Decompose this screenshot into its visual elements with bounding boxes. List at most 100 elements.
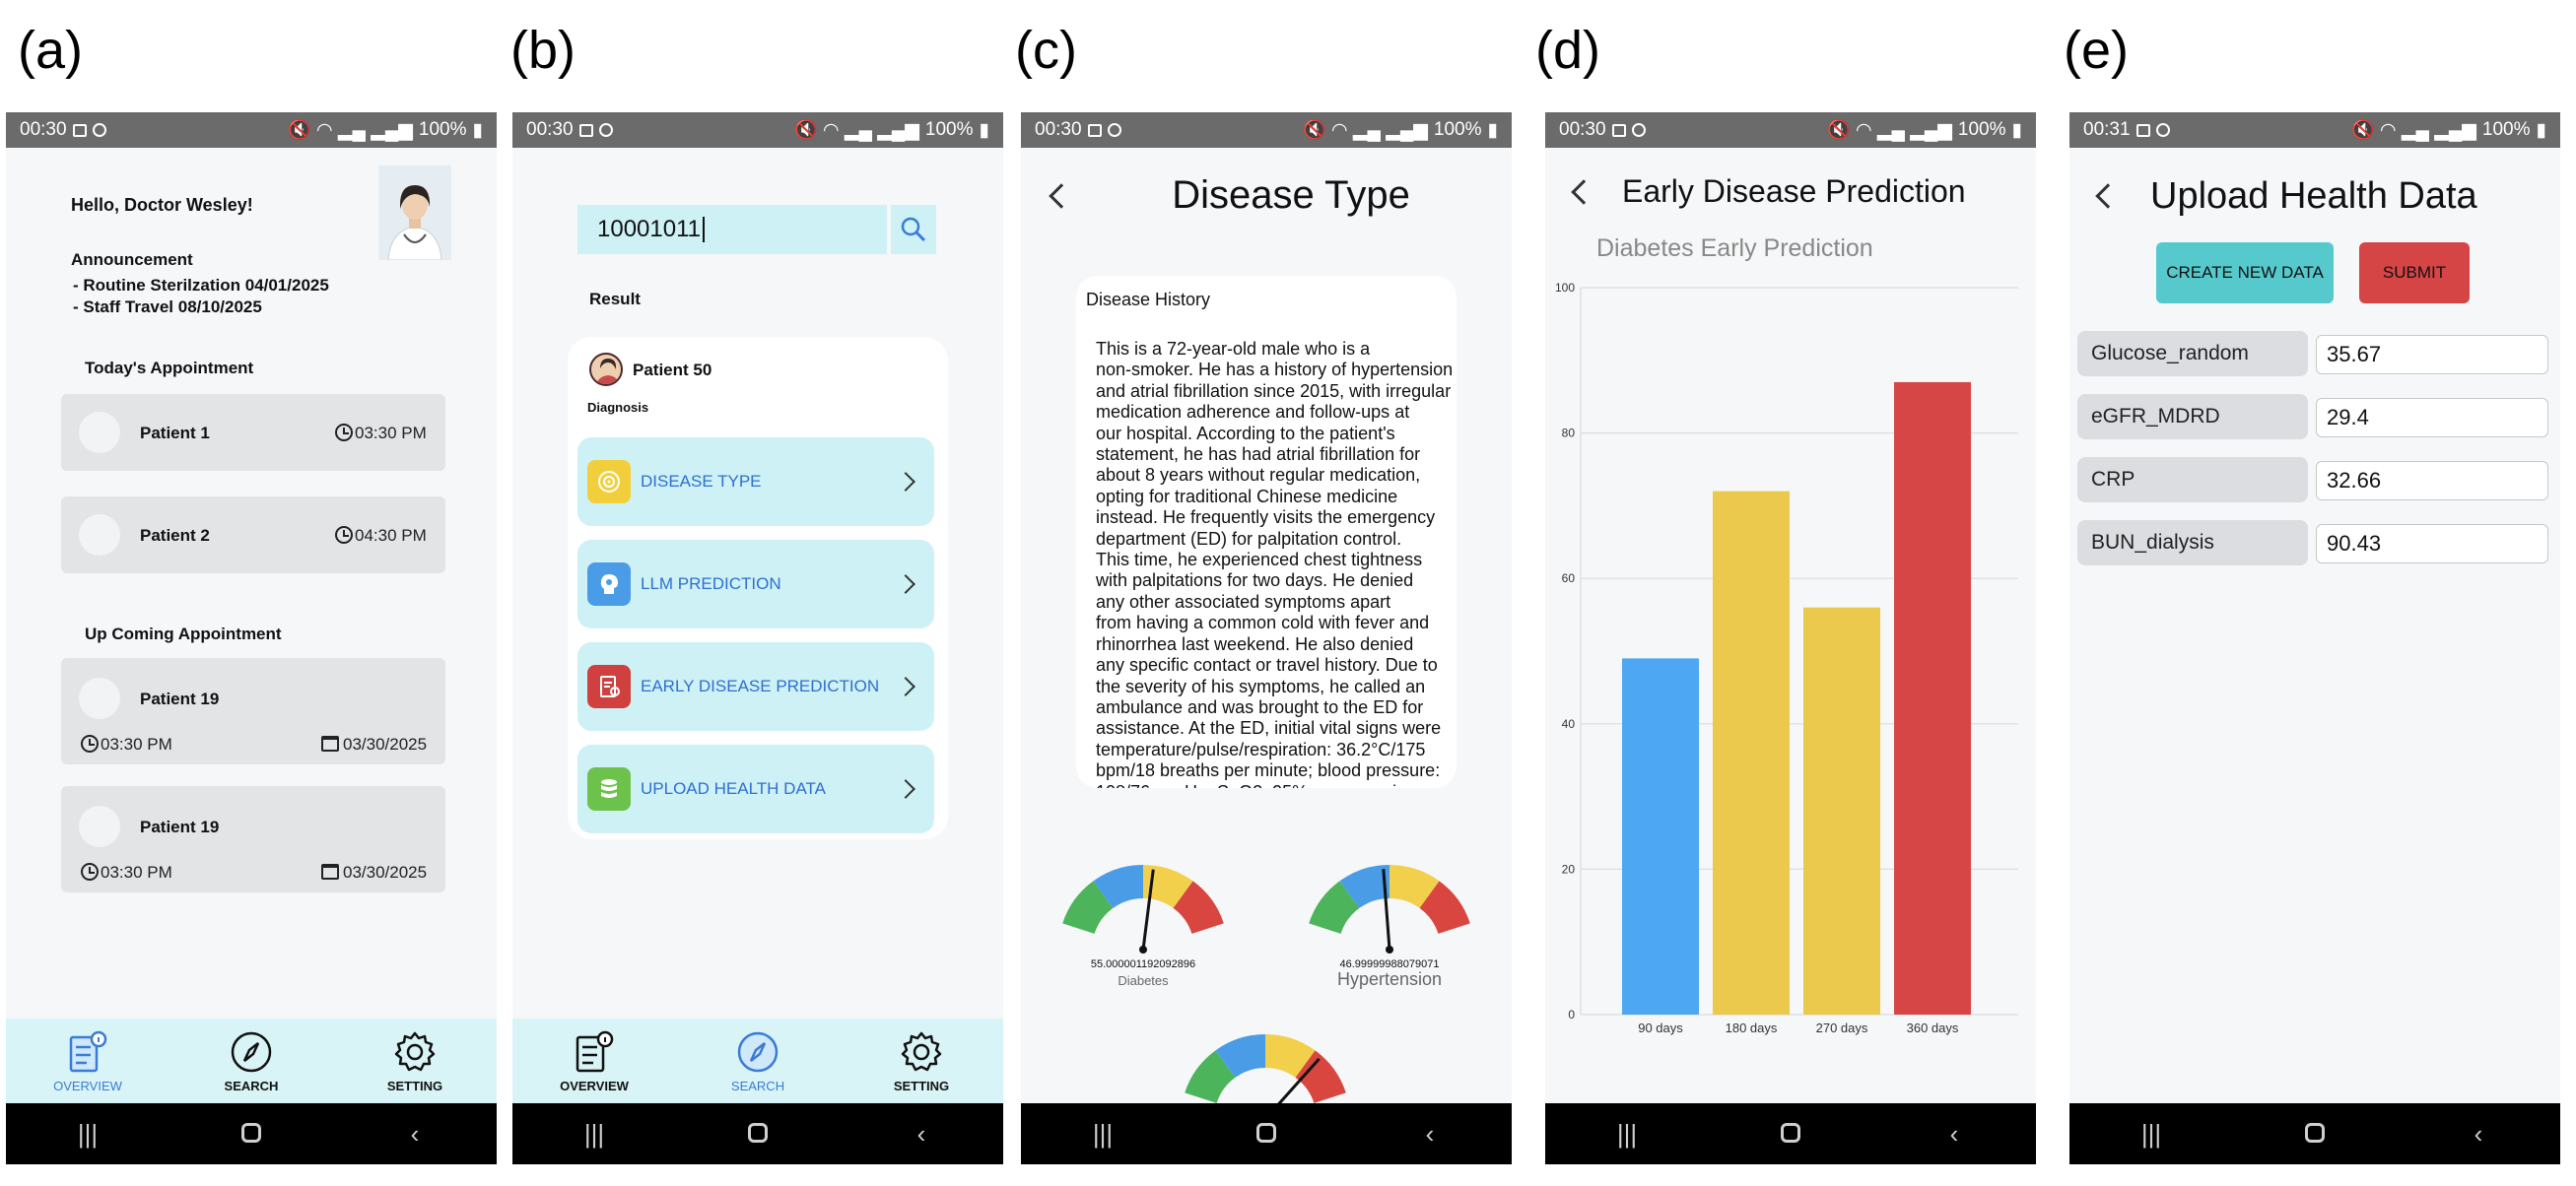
back-icon[interactable] [2095, 183, 2121, 209]
menu-disease-type[interactable]: DISEASE TYPE [577, 437, 934, 526]
signal-icons: 🔇 ◠ ▂▄ ▂▄▆ [1303, 120, 1428, 141]
search-button[interactable] [891, 205, 936, 254]
history-line: any specific contact or travel history. … [1096, 655, 1438, 676]
battery-icon: ▮ [979, 119, 989, 141]
gauge-band [1295, 1050, 1346, 1103]
signal-icons: 🔇 ◠ ▂▄ ▂▄▆ [794, 120, 919, 141]
appointment-card[interactable]: Patient 1 03:30 PM [61, 394, 445, 471]
calendar-icon [321, 736, 339, 752]
appointment-time: 03:30 PM [355, 424, 427, 442]
home-button[interactable] [2285, 1119, 2344, 1150]
tab-setting[interactable]: SETTING [356, 1029, 474, 1093]
home-button[interactable] [1761, 1119, 1820, 1150]
phone-upload-data: 00:31 🔇 ◠ ▂▄ ▂▄▆ 100% ▮ Upload Health Data… [2069, 112, 2560, 1164]
page-title: Early Disease Prediction [1622, 173, 1966, 209]
system-nav-bar: ||| ‹ [1545, 1103, 2036, 1164]
gauge-band [1215, 1034, 1265, 1078]
chart-title: Diabetes Early Prediction [1596, 234, 1873, 262]
x-tick-label: 180 days [1726, 1021, 1778, 1035]
home-button[interactable] [728, 1119, 787, 1150]
back-icon[interactable] [1571, 179, 1596, 205]
tab-overview[interactable]: OVERVIEW [535, 1029, 653, 1093]
menu-llm-prediction[interactable]: LLM PREDICTION [577, 540, 934, 628]
gauge-needle [1382, 869, 1391, 951]
submit-button[interactable]: SUBMIT [2359, 242, 2470, 303]
create-new-data-button[interactable]: CREATE NEW DATA [2156, 242, 2334, 303]
home-button[interactable] [1237, 1119, 1296, 1150]
system-nav-bar: ||| ‹ [2069, 1103, 2560, 1164]
recents-button[interactable]: ||| [2140, 1118, 2162, 1149]
recents-button[interactable]: ||| [1616, 1118, 1638, 1149]
gauge-band [1173, 881, 1224, 934]
patient-name: Patient 2 [140, 526, 210, 545]
status-time: 00:30 [20, 119, 67, 140]
back-button[interactable]: ‹ [1425, 1118, 1435, 1149]
upcoming-card[interactable]: Patient 19 03:30 PM 03/30/2025 [61, 786, 445, 892]
gauge-hub [1139, 946, 1147, 954]
doctor-avatar[interactable] [378, 165, 451, 261]
disease-history-card: Disease History This is a 72-year-old ma… [1076, 276, 1457, 788]
home-button[interactable] [222, 1119, 281, 1150]
announcement-item: - Routine Sterilzation 04/01/2025 [73, 276, 329, 295]
chevron-right-icon [896, 574, 915, 594]
gallery-icon [72, 123, 87, 137]
tab-search[interactable]: SEARCH [699, 1029, 817, 1093]
y-tick-label: 40 [1562, 717, 1576, 731]
history-line: from having a common cold with fever and [1096, 613, 1430, 633]
search-value: 10001011 [597, 216, 701, 242]
menu-upload-health-data[interactable]: UPLOAD HEALTH DATA [577, 745, 934, 833]
report-icon [587, 665, 631, 708]
result-label: Result [589, 290, 641, 308]
gauge-band [1185, 1050, 1236, 1103]
panel-label-d: (d) [1535, 21, 1600, 80]
recents-button[interactable]: ||| [583, 1118, 605, 1149]
x-tick-label: 270 days [1816, 1021, 1868, 1035]
upcoming-card[interactable]: Patient 19 03:30 PM 03/30/2025 [61, 658, 445, 764]
field-label: Glucose_random [2077, 331, 2308, 376]
history-title: Disease History [1086, 290, 1211, 309]
page-title: Upload Health Data [2150, 175, 2477, 217]
field-input[interactable]: 90.43 [2316, 524, 2548, 563]
back-button[interactable]: ‹ [916, 1118, 926, 1149]
gauge-band [1062, 881, 1114, 934]
history-line: statement, he has had atrial fibrillatio… [1096, 444, 1421, 465]
gallery-icon [578, 123, 593, 137]
panel-label-c: (c) [1015, 21, 1077, 80]
gallery-icon [1087, 123, 1102, 137]
status-bar: 00:30 🔇 ◠ ▂▄ ▂▄▆ 100% ▮ [1021, 112, 1512, 148]
search-input[interactable]: 10001011 [577, 205, 887, 254]
recents-button[interactable]: ||| [1092, 1118, 1114, 1149]
status-bar: 00:31 🔇 ◠ ▂▄ ▂▄▆ 100% ▮ [2069, 112, 2560, 148]
tab-overview[interactable]: OVERVIEW [29, 1029, 147, 1093]
field-input[interactable]: 32.66 [2316, 461, 2548, 500]
bottom-tab-bar: OVERVIEW SEARCH SETTING [6, 1019, 497, 1103]
x-tick-label: 90 days [1638, 1021, 1683, 1035]
field-label: BUN_dialysis [2077, 520, 2308, 565]
back-button[interactable]: ‹ [2474, 1118, 2483, 1149]
patient-name: Patient 19 [140, 818, 220, 836]
bottom-tab-bar: OVERVIEW SEARCH SETTING [512, 1019, 1003, 1103]
appointment-card[interactable]: Patient 2 04:30 PM [61, 496, 445, 573]
back-button[interactable]: ‹ [410, 1118, 420, 1149]
system-nav-bar: ||| ‹ [512, 1103, 1003, 1164]
overview-icon [69, 1030, 107, 1072]
history-line: medication adherence and follow-ups at [1096, 402, 1410, 423]
appointment-time: 04:30 PM [355, 526, 427, 545]
back-button[interactable]: ‹ [1949, 1118, 1959, 1149]
signal-icons: 🔇 ◠ ▂▄ ▂▄▆ [1827, 120, 1952, 141]
battery-level: 100% [1957, 119, 2006, 140]
chevron-right-icon [896, 472, 915, 492]
tab-search[interactable]: SEARCH [192, 1029, 310, 1093]
field-input[interactable]: 29.4 [2316, 398, 2548, 437]
calendar-icon [321, 864, 339, 880]
tab-search-label: SEARCH [730, 1078, 785, 1093]
signal-icons: 🔇 ◠ ▂▄ ▂▄▆ [288, 120, 413, 141]
chevron-right-icon [896, 677, 915, 696]
panel-label-b: (b) [510, 21, 576, 80]
field-input[interactable]: 35.67 [2316, 335, 2548, 374]
gauge-value: 46.99999988079071 [1340, 958, 1440, 970]
menu-early-disease-prediction[interactable]: EARLY DISEASE PREDICTION [577, 642, 934, 731]
recents-button[interactable]: ||| [77, 1118, 99, 1149]
tab-setting[interactable]: SETTING [862, 1029, 981, 1093]
